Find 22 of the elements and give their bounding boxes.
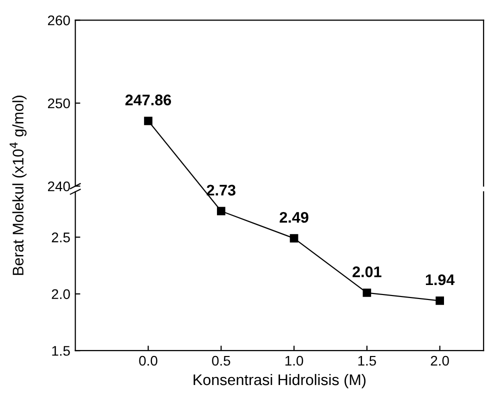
y-tick-label: 250 bbox=[48, 98, 70, 108]
point bbox=[436, 296, 444, 305]
y-tick-label: 1.5 bbox=[52, 346, 70, 356]
data-label: 2.01 bbox=[352, 266, 382, 278]
y-tick-label: 2.0 bbox=[52, 289, 70, 300]
point bbox=[216, 206, 226, 216]
x-tick-label: 1.0 bbox=[285, 356, 304, 366]
y-tick-label: 260 bbox=[48, 15, 70, 26]
x-axis-title: Konsentrasi Hidrolisis (M) bbox=[194, 374, 366, 388]
y-axis-title: Berat Molekul (x10$^{4}$ g/mol) bbox=[10, 96, 27, 275]
point bbox=[290, 234, 298, 242]
x-tick-label: 0.0 bbox=[139, 356, 158, 366]
y-tick-label: 240 bbox=[48, 181, 70, 192]
data-label: 2.49 bbox=[280, 212, 308, 223]
y-tick-label: 2.5 bbox=[52, 232, 70, 242]
x-tick-label: 1.5 bbox=[358, 356, 376, 366]
data-label: 247.86 bbox=[125, 94, 172, 106]
data-label: 2.73 bbox=[206, 184, 236, 196]
x-tick-label: 2.0 bbox=[430, 356, 449, 366]
x-tick-label: 0.5 bbox=[212, 356, 230, 366]
point bbox=[362, 288, 372, 297]
data-label: 1.94 bbox=[426, 274, 455, 286]
